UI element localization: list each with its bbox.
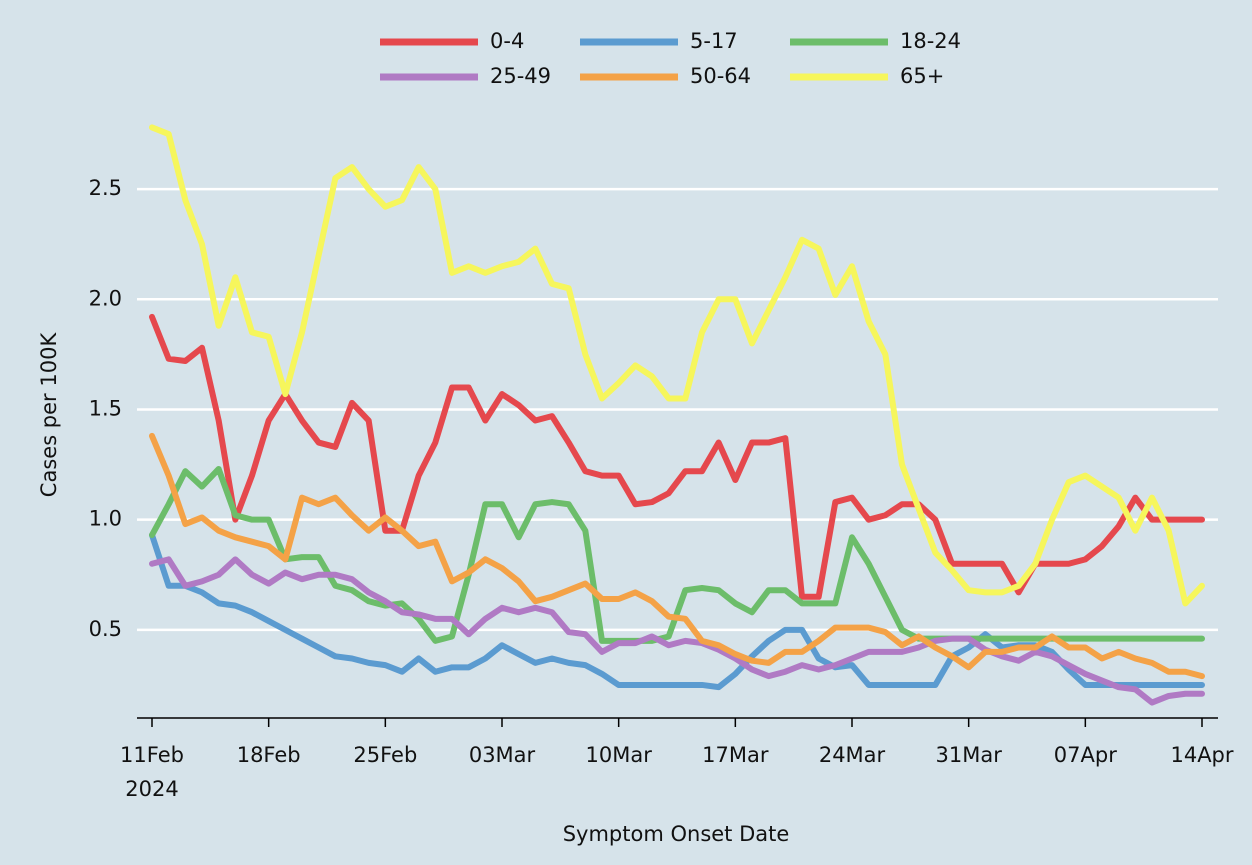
x-tick-label: 10Mar	[585, 743, 652, 767]
y-tick-label: 0.5	[89, 617, 122, 641]
y-tick-label: 1.0	[89, 507, 122, 531]
y-tick-label: 2.5	[89, 176, 122, 200]
y-axis-label: Cases per 100K	[37, 332, 61, 498]
x-tick-label: 18Feb	[237, 743, 301, 767]
series-line	[149, 465, 1205, 644]
x-tick-label: 07Apr	[1054, 743, 1117, 767]
x-axis-label: Symptom Onset Date	[563, 822, 790, 846]
series-line	[149, 432, 1205, 680]
x-tick-label: 31Mar	[935, 743, 1002, 767]
y-tick-label: 1.5	[89, 396, 122, 420]
legend-label: 65+	[900, 64, 944, 88]
x-tick-label: 25Feb	[353, 743, 417, 767]
series-line	[149, 556, 1205, 706]
legend-label: 5-17	[690, 29, 738, 53]
legend-label: 0-4	[490, 29, 524, 53]
x-tick-label: 14Apr	[1170, 743, 1233, 767]
legend-label: 18-24	[900, 29, 961, 53]
legend-label: 25-49	[490, 64, 551, 88]
series-line	[149, 124, 1205, 607]
x-tick-label: 17Mar	[702, 743, 769, 767]
legend-label: 50-64	[690, 64, 751, 88]
x-tick-label: 03Mar	[469, 743, 536, 767]
y-tick-label: 2.0	[89, 286, 122, 310]
x-tick-label: 24Mar	[819, 743, 886, 767]
x-tick-label: 11Feb 2024	[120, 743, 184, 801]
